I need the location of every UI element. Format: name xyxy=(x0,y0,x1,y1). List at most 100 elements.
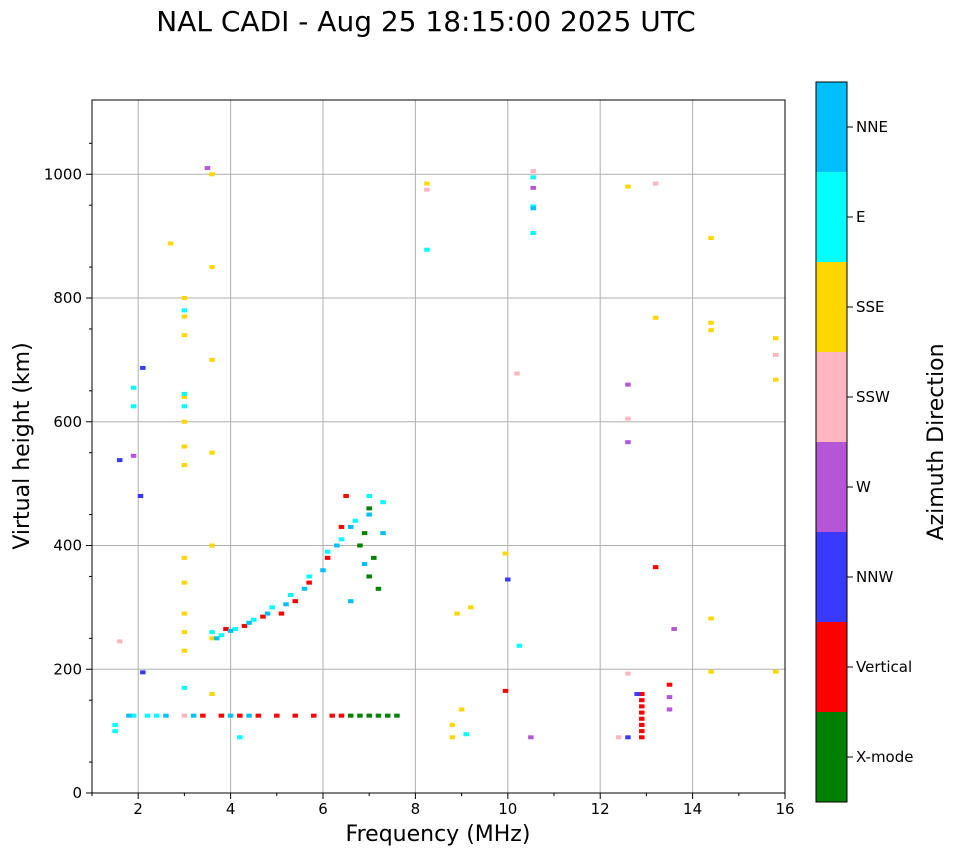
echo-point xyxy=(264,611,271,616)
echo-point xyxy=(625,735,631,740)
echo-point xyxy=(366,713,372,718)
echo-point xyxy=(181,555,188,560)
echo-point xyxy=(126,713,132,718)
echo-point xyxy=(278,611,285,616)
echo-point xyxy=(347,599,354,604)
x-tick-label: 16 xyxy=(775,800,794,818)
echo-point xyxy=(181,391,188,396)
colorbar-segment xyxy=(816,352,847,442)
echo-point xyxy=(209,450,215,455)
echo-point xyxy=(306,580,312,585)
colorbar-segment xyxy=(816,622,847,712)
echo-point xyxy=(449,735,456,740)
echo-point xyxy=(209,172,215,177)
echo-point xyxy=(130,385,137,390)
x-axis-label: Frequency (MHz) xyxy=(346,822,531,847)
echo-point xyxy=(260,614,266,619)
echo-point xyxy=(301,586,308,591)
echo-point xyxy=(311,713,317,718)
echo-point xyxy=(530,175,536,180)
echo-point xyxy=(324,549,331,554)
echo-point xyxy=(130,404,137,409)
chart-title: NAL CADI - Aug 25 18:15:00 2025 UTC xyxy=(156,5,695,38)
echo-point xyxy=(181,308,188,313)
echo-point xyxy=(639,704,645,709)
echo-point xyxy=(190,713,197,718)
echo-point xyxy=(773,377,779,382)
echo-point xyxy=(666,707,673,712)
colorbar-label: Azimuth Direction xyxy=(924,343,949,540)
echo-point xyxy=(112,722,118,727)
echo-point xyxy=(514,371,520,376)
echo-point xyxy=(204,166,211,171)
plot-background xyxy=(92,100,785,793)
y-tick-label: 600 xyxy=(53,413,82,431)
echo-point xyxy=(502,551,509,556)
series-sse xyxy=(167,172,779,740)
colorbar-segment xyxy=(816,82,847,172)
echo-point xyxy=(213,636,220,641)
echo-point xyxy=(357,713,363,718)
data-marks xyxy=(112,166,779,740)
y-tick-label: 1000 xyxy=(44,165,82,183)
colorbar-tick-label: W xyxy=(856,478,871,496)
echo-point xyxy=(384,713,391,718)
colorbar-segment xyxy=(816,442,847,532)
colorbar-tick-label: X-mode xyxy=(856,748,913,766)
echo-point xyxy=(130,713,137,718)
y-tick-label: 800 xyxy=(53,289,82,307)
echo-point xyxy=(306,574,312,579)
echo-point xyxy=(424,181,430,186)
echo-point xyxy=(375,713,382,718)
colorbar-tick-label: SSW xyxy=(856,388,890,406)
echo-point xyxy=(116,639,123,644)
echo-point xyxy=(347,713,354,718)
grid-lines xyxy=(92,100,786,794)
x-tick-label: 4 xyxy=(226,800,236,818)
echo-point xyxy=(181,404,188,409)
series-nne xyxy=(126,206,536,718)
echo-point xyxy=(639,698,645,703)
echo-point xyxy=(708,320,714,325)
echo-point xyxy=(200,713,206,718)
echo-point xyxy=(144,713,151,718)
echo-point xyxy=(773,352,779,357)
echo-point xyxy=(366,506,372,511)
echo-point xyxy=(181,419,188,424)
echo-point xyxy=(209,357,215,362)
echo-point xyxy=(292,713,299,718)
echo-point xyxy=(366,574,372,579)
series-nnw xyxy=(116,365,640,740)
echo-point xyxy=(505,577,511,582)
echo-point xyxy=(181,580,188,585)
colorbar-frame xyxy=(815,81,848,803)
echo-point xyxy=(334,543,340,548)
echo-point xyxy=(639,735,645,740)
series-w xyxy=(130,166,677,740)
echo-point xyxy=(652,315,659,320)
echo-point xyxy=(639,722,645,727)
echo-point xyxy=(116,458,123,463)
echo-point xyxy=(167,241,174,246)
echo-point xyxy=(625,440,631,445)
echo-point xyxy=(287,593,294,597)
colorbar: X-mode Vertical NNW W SSW SSE E NNE xyxy=(815,81,913,803)
echo-point xyxy=(320,568,326,573)
y-tick-label: 400 xyxy=(53,537,82,555)
series-x-mode xyxy=(347,506,400,718)
y-tick-label: 200 xyxy=(53,660,82,678)
echo-point xyxy=(530,206,536,211)
echo-point xyxy=(209,636,215,641)
echo-point xyxy=(181,333,188,338)
echo-point xyxy=(424,247,430,252)
echo-point xyxy=(181,611,188,616)
echo-point xyxy=(209,543,215,548)
echo-point xyxy=(639,729,645,734)
echo-point xyxy=(343,494,349,498)
x-tick-label: 8 xyxy=(411,800,421,818)
echo-point xyxy=(153,713,160,718)
colorbar-segment xyxy=(816,172,847,262)
echo-point xyxy=(112,729,118,734)
echo-point xyxy=(639,692,645,696)
